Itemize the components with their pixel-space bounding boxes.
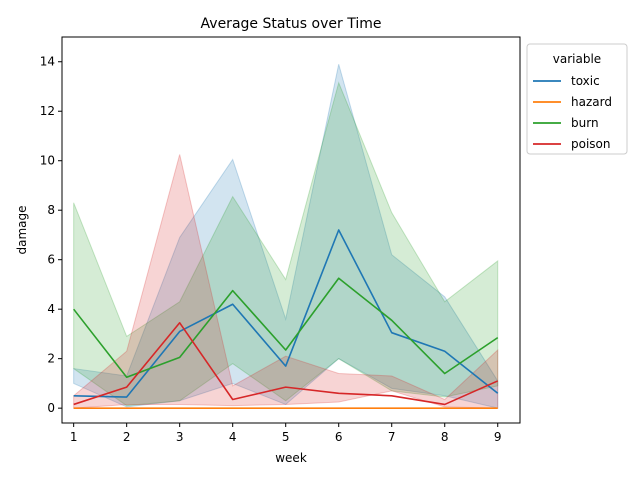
series-line-poison bbox=[73, 321, 499, 406]
series-lines bbox=[73, 229, 499, 409]
series-line-burn bbox=[73, 277, 499, 379]
x-axis-ticks: 1 2 3 4 5 6 7 8 9 bbox=[70, 423, 502, 444]
y-tick-label: 6 bbox=[47, 253, 55, 267]
y-tick-label: 0 bbox=[47, 401, 55, 415]
y-axis-label: damage bbox=[15, 205, 29, 254]
x-tick-label: 3 bbox=[176, 430, 184, 444]
x-tick-label: 6 bbox=[335, 430, 343, 444]
legend-label-poison: poison bbox=[571, 137, 611, 151]
chart-title: Average Status over Time bbox=[201, 16, 382, 32]
series-line-toxic bbox=[73, 229, 499, 398]
legend-items: toxic hazard burn poison bbox=[533, 74, 612, 151]
band-burn bbox=[73, 81, 499, 407]
y-tick-label: 2 bbox=[47, 352, 55, 366]
y-tick-label: 8 bbox=[47, 203, 55, 217]
y-tick-label: 14 bbox=[40, 55, 55, 69]
x-tick-label: 1 bbox=[70, 430, 78, 444]
legend: variable toxic hazard burn poison bbox=[526, 43, 628, 155]
legend-label-burn: burn bbox=[571, 116, 599, 130]
plot-frame bbox=[61, 36, 521, 424]
x-tick-label: 4 bbox=[229, 430, 237, 444]
x-axis-label: week bbox=[275, 451, 307, 465]
y-tick-label: 4 bbox=[47, 302, 55, 316]
y-axis-ticks: 0 2 4 6 8 10 12 14 bbox=[40, 55, 62, 415]
y-tick-label: 10 bbox=[40, 154, 55, 168]
x-tick-label: 8 bbox=[441, 430, 449, 444]
x-tick-label: 9 bbox=[494, 430, 502, 444]
x-tick-label: 5 bbox=[282, 430, 290, 444]
legend-label-toxic: toxic bbox=[571, 74, 600, 88]
legend-label-hazard: hazard bbox=[571, 95, 612, 109]
y-tick-label: 12 bbox=[40, 104, 55, 118]
x-tick-label: 2 bbox=[123, 430, 131, 444]
x-tick-label: 7 bbox=[388, 430, 396, 444]
legend-box bbox=[526, 43, 628, 155]
legend-title: variable bbox=[553, 52, 601, 66]
